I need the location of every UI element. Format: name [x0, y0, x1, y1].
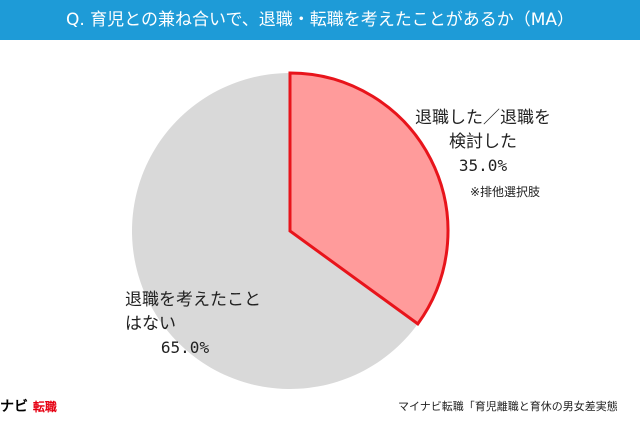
value-label: 35.0% — [458, 156, 508, 175]
annotation: ※排他選択肢 — [469, 185, 541, 199]
chart-title: Q. 育児との兼ね合いで、退職・転職を考えたことがあるか（MA） — [0, 0, 640, 40]
value-label: 65.0% — [160, 338, 210, 357]
slice-label: 退職した／退職を検討した — [415, 108, 551, 152]
logo-text: 転職 — [32, 400, 57, 414]
logo: ナビ 転職 — [0, 396, 57, 416]
slice-label: 退職を考えたことはない — [125, 290, 261, 334]
logo-text: ナビ — [0, 399, 28, 415]
source: マイナビ転職「育児離職と育休の男女差実態 — [398, 400, 618, 413]
pie-slice — [132, 73, 418, 389]
pie-slice — [288, 71, 450, 326]
